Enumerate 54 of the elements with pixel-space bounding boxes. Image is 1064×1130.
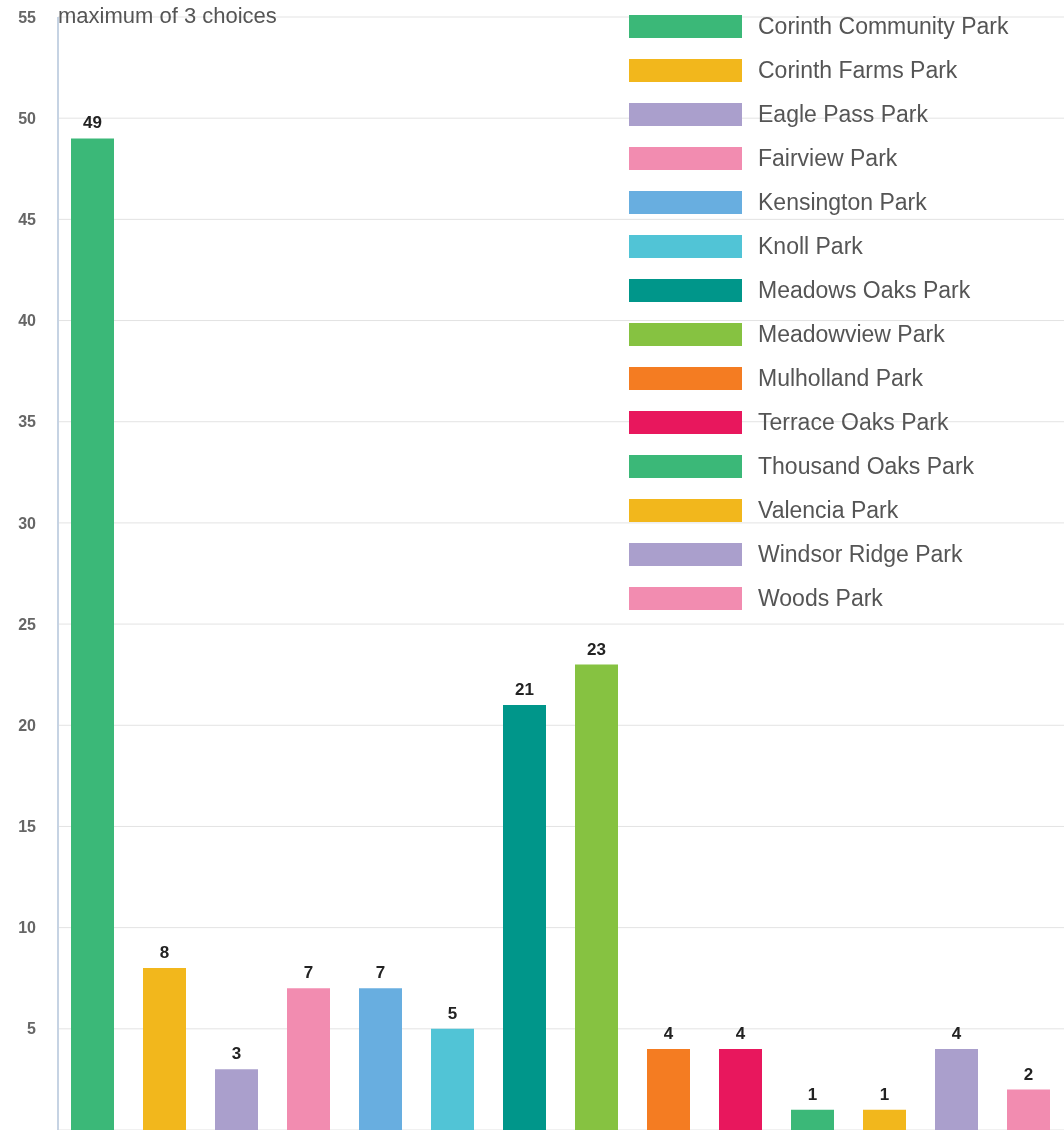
data-label: 7 [303, 963, 314, 983]
legend-label: Eagle Pass Park [758, 100, 929, 128]
bar [575, 664, 618, 1130]
bar [935, 1049, 978, 1130]
legend-label: Mulholland Park [758, 364, 923, 392]
bar [287, 988, 330, 1130]
y-tick-label: 35 [18, 413, 37, 431]
data-label: 23 [587, 639, 606, 659]
y-tick-label: 25 [18, 615, 37, 633]
data-label: 21 [515, 680, 534, 700]
legend-label: Corinth Community Park [758, 12, 1009, 40]
legend-label: Woods Park [758, 584, 883, 612]
bar [863, 1109, 906, 1130]
data-label: 5 [447, 1003, 458, 1023]
legend-label: Meadowview Park [758, 320, 945, 348]
data-label: 3 [231, 1044, 242, 1064]
bar [1007, 1089, 1050, 1130]
data-label: 4 [735, 1024, 746, 1044]
bar [143, 968, 186, 1130]
data-label: 7 [375, 963, 386, 983]
legend-label: Thousand Oaks Park [758, 452, 975, 480]
legend-label: Meadows Oaks Park [758, 276, 971, 304]
bar [215, 1069, 258, 1130]
y-tick-label: 50 [18, 109, 37, 127]
legend-label: Fairview Park [758, 144, 898, 172]
bar [431, 1028, 474, 1130]
legend-label: Windsor Ridge Park [758, 540, 963, 568]
data-label: 8 [159, 943, 170, 963]
bar [71, 138, 114, 1130]
bar [719, 1049, 762, 1130]
data-label: 1 [879, 1084, 890, 1104]
data-label: 4 [663, 1024, 674, 1044]
y-tick-label: 30 [18, 514, 37, 532]
data-label: 1 [807, 1084, 818, 1104]
bar [791, 1109, 834, 1130]
y-tick-label: 10 [18, 919, 37, 937]
y-tick-label: 55 [18, 8, 37, 26]
data-label: 49 [83, 113, 102, 133]
bar [359, 988, 402, 1130]
legend-label: Kensington Park [758, 188, 927, 216]
bar [647, 1049, 690, 1130]
legend-label: Valencia Park [758, 496, 899, 524]
data-label: 4 [951, 1024, 962, 1044]
data-label: 2 [1023, 1064, 1034, 1084]
y-tick-label: 15 [18, 818, 37, 836]
legend-label: Knoll Park [758, 232, 863, 260]
y-tick-label: 5 [27, 1020, 37, 1038]
y-tick-label: 20 [18, 716, 37, 734]
legend-label: Corinth Farms Park [758, 56, 958, 84]
bar [503, 705, 546, 1130]
y-tick-label: 40 [18, 312, 37, 330]
y-tick-label: 45 [18, 211, 37, 229]
legend-label: Terrace Oaks Park [758, 408, 949, 436]
chart-title: maximum of 3 choices [58, 3, 277, 29]
